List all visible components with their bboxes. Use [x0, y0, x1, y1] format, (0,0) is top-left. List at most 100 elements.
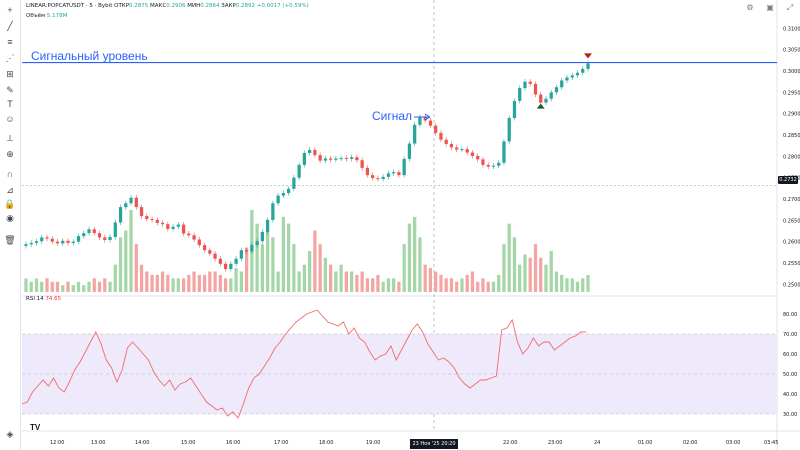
- volume-bar: [103, 278, 107, 292]
- volume-bar: [45, 278, 49, 292]
- candle-body: [560, 80, 564, 88]
- time-tick-label: 19:00: [366, 440, 380, 446]
- signal-arrow-head-icon: [424, 113, 431, 121]
- volume-bar: [29, 281, 33, 292]
- candle-body: [481, 159, 485, 165]
- volume-bar: [339, 264, 343, 292]
- time-tick-label: 17:00: [274, 440, 288, 446]
- pattern-icon[interactable]: ⋰: [5, 53, 15, 63]
- volume-bar: [565, 278, 569, 292]
- volume-bar: [281, 216, 285, 292]
- candle-body: [581, 68, 585, 73]
- volume-bar: [444, 278, 448, 292]
- settings-icon[interactable]: ⚙: [746, 3, 754, 12]
- volume-bar: [323, 257, 328, 292]
- candle-body: [360, 160, 364, 168]
- volume-bar: [329, 264, 333, 292]
- rsi-legend: RSI 14 74.65: [26, 296, 61, 302]
- candle-body: [103, 237, 107, 240]
- volume-bar: [502, 244, 506, 292]
- candle-body: [134, 197, 138, 208]
- volume-bar: [97, 281, 102, 292]
- candle-body: [344, 158, 349, 160]
- candle-body: [260, 231, 264, 242]
- volume-legend: Объём 5.178M: [26, 13, 67, 19]
- measure-icon[interactable]: ⊞: [6, 69, 14, 79]
- volume-bar: [71, 285, 75, 292]
- low-value: 0.2864: [200, 3, 220, 9]
- screenshot-icon[interactable]: ▣: [766, 3, 774, 12]
- candle-body: [145, 216, 149, 220]
- trash-icon[interactable]: 🗑: [4, 235, 16, 245]
- time-tick-label: 24: [594, 440, 600, 446]
- candle-body: [97, 233, 102, 238]
- price-tick-label: 0.2600: [783, 240, 800, 246]
- volume-bar: [507, 223, 511, 292]
- rsi-tick-label: 70.00: [783, 332, 797, 338]
- candle-body: [239, 250, 243, 259]
- candle-body: [187, 233, 191, 236]
- volume-bar: [318, 244, 322, 292]
- candle-body: [455, 147, 459, 150]
- volume-label: Объём: [26, 13, 46, 19]
- candle-body: [323, 158, 328, 161]
- candle-body: [392, 172, 396, 174]
- volume-bar: [113, 264, 117, 292]
- candle-body: [166, 224, 170, 229]
- candle-body: [434, 125, 438, 133]
- candle-body: [586, 63, 590, 69]
- high-value: 0.2906: [166, 3, 186, 9]
- candle-body: [449, 143, 454, 148]
- time-tick-label: 01:00: [638, 440, 652, 446]
- rsi-tick-label: 40.00: [783, 392, 797, 398]
- lock-icon[interactable]: 🔒: [4, 199, 16, 209]
- volume-bar: [40, 281, 44, 292]
- volume-bar: [549, 251, 553, 292]
- volume-bar: [402, 244, 406, 292]
- volume-bar: [413, 216, 417, 292]
- volume-bar: [108, 281, 112, 292]
- lock-drawing-icon[interactable]: ⊿: [6, 185, 14, 195]
- high-label: МАКС: [150, 3, 167, 9]
- candle-body: [181, 224, 186, 234]
- magnet-icon[interactable]: ∩: [6, 169, 14, 179]
- volume-bar: [418, 237, 422, 292]
- rsi-tick-label: 50.00: [783, 372, 797, 378]
- volume-bar: [397, 281, 401, 292]
- volume-bar: [197, 274, 201, 292]
- volume-bar: [455, 281, 459, 292]
- ruler-icon[interactable]: ⟂: [6, 133, 13, 143]
- candle-body: [497, 162, 501, 166]
- volume-bar: [192, 271, 196, 292]
- fib-icon[interactable]: ≡: [7, 37, 13, 47]
- price-tick-label: 0.2700: [783, 197, 800, 203]
- crosshair-date-tag: 23 Ноя '25 20:20: [410, 439, 458, 449]
- fullscreen-icon[interactable]: ⤢: [786, 3, 794, 12]
- eye-icon[interactable]: ◉: [6, 213, 14, 223]
- volume-bar: [581, 278, 585, 292]
- rsi-tick-label: 80.00: [783, 312, 797, 318]
- candle-body: [476, 155, 480, 160]
- volume-bar: [139, 264, 144, 292]
- symbol-label[interactable]: LINEAR:POPCATUSDT · 5 · Bybit: [26, 3, 113, 9]
- layers-icon[interactable]: ◈: [6, 429, 14, 439]
- text-icon[interactable]: T: [7, 99, 13, 109]
- candle-body: [297, 164, 301, 178]
- volume-bar: [544, 264, 548, 292]
- price-tick-label: 0.2500: [783, 282, 800, 288]
- volume-bar: [150, 274, 154, 292]
- emoji-icon[interactable]: ☺: [5, 114, 15, 124]
- brush-icon[interactable]: ✎: [6, 85, 14, 95]
- tradingview-logo[interactable]: TV: [30, 423, 41, 432]
- time-tick-label: 22:00: [503, 440, 517, 446]
- crosshair-icon[interactable]: +: [7, 5, 13, 15]
- zoom-icon[interactable]: ⊕: [6, 149, 14, 159]
- drawing-toolbar: + ╱ ≡ ⋰ ⊞ ✎ T ☺ ⟂ ⊕ ∩ ⊿ 🔒 ◉ 🗑 ◈: [0, 0, 21, 450]
- candle-body: [512, 100, 517, 118]
- candle-body: [150, 219, 154, 221]
- volume-bar: [371, 278, 375, 292]
- trendline-icon[interactable]: ╱: [7, 21, 13, 31]
- candle-body: [381, 176, 385, 179]
- candle-body: [402, 158, 406, 176]
